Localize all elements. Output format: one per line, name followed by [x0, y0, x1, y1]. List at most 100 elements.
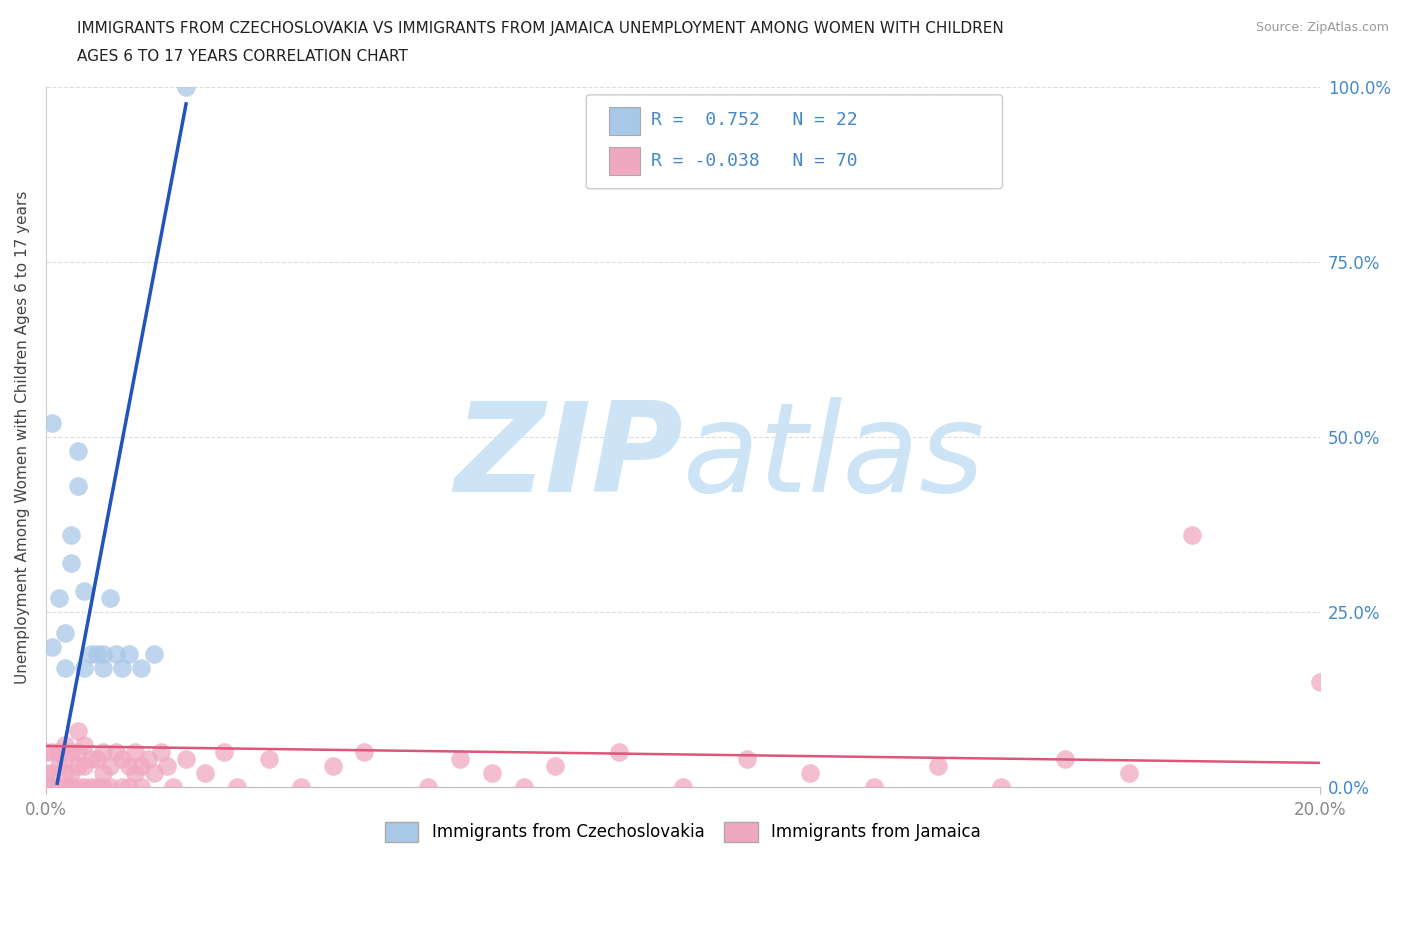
Point: [91, 779, 114, 794]
Point: [66, 758, 89, 773]
Point: [48, 779, 70, 794]
Point: [353, 744, 375, 759]
Point: [53, 751, 76, 766]
Point: [35, 744, 58, 759]
Point: [35, 765, 58, 780]
Point: [257, 751, 280, 766]
Point: [73, 660, 96, 675]
Point: [48, 744, 70, 759]
Point: [124, 765, 146, 780]
Point: [60, 555, 83, 570]
Point: [105, 646, 128, 661]
Point: [98, 591, 121, 605]
Point: [53, 625, 76, 640]
Point: [98, 779, 121, 794]
Point: [863, 779, 886, 794]
Point: [1118, 765, 1140, 780]
Point: [66, 744, 89, 759]
Point: [162, 779, 184, 794]
Point: [66, 478, 89, 493]
Point: [131, 758, 153, 773]
Point: [143, 765, 166, 780]
Point: [799, 765, 821, 780]
Point: [60, 527, 83, 542]
Point: [111, 779, 134, 794]
Point: [53, 737, 76, 752]
Point: [35, 779, 58, 794]
Point: [131, 660, 153, 675]
Point: [91, 744, 114, 759]
Point: [91, 660, 114, 675]
Point: [149, 744, 172, 759]
Point: [91, 765, 114, 780]
Point: [41, 416, 63, 431]
Point: [86, 646, 108, 661]
Point: [79, 646, 101, 661]
Point: [927, 758, 949, 773]
Point: [86, 751, 108, 766]
Point: [512, 779, 534, 794]
Point: [86, 779, 108, 794]
Point: [79, 779, 101, 794]
Point: [53, 765, 76, 780]
Point: [91, 646, 114, 661]
Point: [131, 779, 153, 794]
Point: [79, 751, 101, 766]
Point: [226, 779, 249, 794]
Point: [98, 758, 121, 773]
Point: [544, 758, 567, 773]
Point: [48, 591, 70, 605]
Point: [48, 758, 70, 773]
Text: R =  0.752   N = 22: R = 0.752 N = 22: [651, 111, 858, 129]
Point: [60, 744, 83, 759]
Point: [73, 583, 96, 598]
Point: [41, 744, 63, 759]
Point: [1309, 674, 1331, 689]
Point: [1053, 751, 1076, 766]
Point: [66, 724, 89, 738]
Point: [143, 646, 166, 661]
Legend: Immigrants from Czechoslovakia, Immigrants from Jamaica: Immigrants from Czechoslovakia, Immigran…: [378, 816, 987, 848]
Point: [174, 80, 197, 95]
Point: [1181, 527, 1204, 542]
Point: [73, 737, 96, 752]
Point: [41, 765, 63, 780]
Point: [449, 751, 471, 766]
Point: [290, 779, 312, 794]
Point: [156, 758, 179, 773]
Point: [111, 660, 134, 675]
Point: [481, 765, 503, 780]
Point: [124, 744, 146, 759]
Point: [105, 744, 128, 759]
Point: [118, 646, 141, 661]
Point: [73, 779, 96, 794]
Point: [990, 779, 1012, 794]
Text: IMMIGRANTS FROM CZECHOSLOVAKIA VS IMMIGRANTS FROM JAMAICA UNEMPLOYMENT AMONG WOM: IMMIGRANTS FROM CZECHOSLOVAKIA VS IMMIGR…: [77, 21, 1004, 36]
Point: [53, 660, 76, 675]
Y-axis label: Unemployment Among Women with Children Ages 6 to 17 years: Unemployment Among Women with Children A…: [15, 190, 30, 684]
Point: [118, 758, 141, 773]
Point: [416, 779, 439, 794]
Point: [66, 444, 89, 458]
Point: [53, 779, 76, 794]
Text: Source: ZipAtlas.com: Source: ZipAtlas.com: [1256, 21, 1389, 34]
Point: [41, 639, 63, 654]
Text: R = -0.038   N = 70: R = -0.038 N = 70: [651, 152, 858, 170]
Text: atlas: atlas: [683, 397, 986, 518]
Text: AGES 6 TO 17 YEARS CORRELATION CHART: AGES 6 TO 17 YEARS CORRELATION CHART: [77, 49, 408, 64]
Point: [174, 751, 197, 766]
Point: [136, 751, 159, 766]
Point: [60, 765, 83, 780]
Point: [66, 779, 89, 794]
Point: [735, 751, 758, 766]
Point: [60, 779, 83, 794]
Point: [214, 744, 236, 759]
Point: [111, 751, 134, 766]
Text: ZIP: ZIP: [454, 397, 683, 518]
Point: [607, 744, 630, 759]
Point: [322, 758, 344, 773]
Point: [73, 758, 96, 773]
Point: [41, 779, 63, 794]
Point: [194, 765, 217, 780]
Point: [118, 779, 141, 794]
